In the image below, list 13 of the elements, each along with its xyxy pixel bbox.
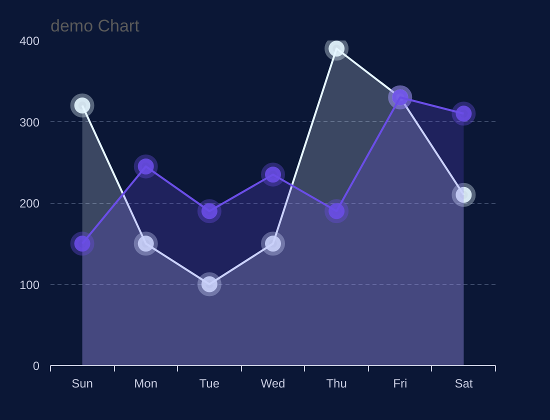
y-tick-label: 400 — [19, 34, 40, 48]
x-tick-label: Sat — [454, 376, 474, 390]
y-tick-label: 0 — [32, 359, 40, 373]
x-tick-label: Sun — [72, 376, 93, 390]
x-tick-label: Fri — [393, 376, 408, 390]
chart-title: demo Chart — [50, 16, 140, 36]
y-tick-label: 200 — [19, 196, 40, 210]
x-tick-label: Thu — [326, 376, 347, 390]
y-tick-label: 300 — [19, 115, 40, 130]
x-tick-label: Wed — [260, 376, 286, 390]
x-tick-label: Tue — [199, 376, 220, 390]
x-tick-label: Mon — [134, 376, 158, 390]
y-tick-label: 100 — [19, 278, 40, 292]
